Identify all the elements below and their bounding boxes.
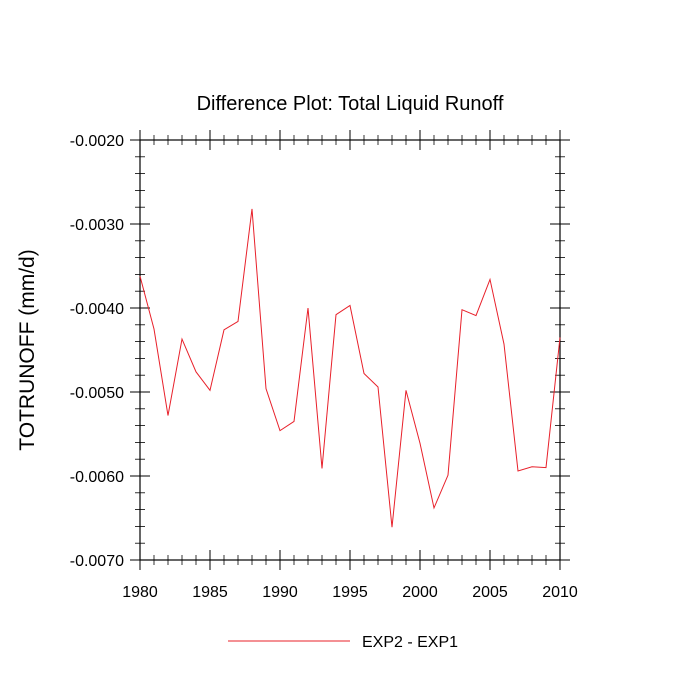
y-tick-labels: -0.0020 -0.0030 -0.0040 -0.0050 -0.0060 -0.00… <box>70 133 124 570</box>
x-tick-label: 2005 <box>472 584 508 601</box>
legend: EXP2 - EXP1 <box>228 634 458 651</box>
chart-title: Difference Plot: Total Liquid Runoff <box>197 93 504 115</box>
x-tick-label: 1990 <box>262 584 298 601</box>
x-tick-label: 2000 <box>402 584 438 601</box>
x-tick-label: 1995 <box>332 584 368 601</box>
series-line-exp2-exp1 <box>139 208 561 528</box>
y-tick-label: -0.0030 <box>70 217 124 234</box>
y-tick-label: -0.0070 <box>70 553 124 570</box>
y-tick-label: -0.0050 <box>70 385 124 402</box>
y-axis-label: TOTRUNOFF (mm/d) <box>16 249 39 450</box>
y-tick-label: -0.0020 <box>70 133 124 150</box>
x-tick-labels: 1980 1985 1990 1995 2000 2005 2010 <box>122 584 578 601</box>
x-tick-label: 2010 <box>542 584 578 601</box>
x-tick-label: 1985 <box>192 584 228 601</box>
x-tick-label: 1980 <box>122 584 158 601</box>
y-tick-label: -0.0040 <box>70 301 124 318</box>
plot-frame <box>139 139 561 561</box>
y-tick-label: -0.0060 <box>70 469 124 486</box>
tick-marks <box>130 130 570 570</box>
legend-label: EXP2 - EXP1 <box>362 634 458 651</box>
